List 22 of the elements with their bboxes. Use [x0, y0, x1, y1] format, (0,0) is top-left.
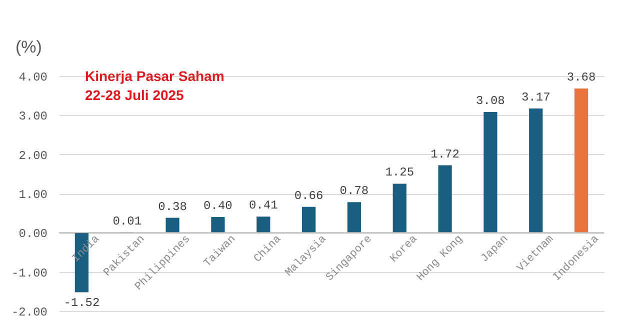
y-tick-label: 4.00 — [18, 70, 48, 84]
y-tick-label: -2.00 — [11, 306, 48, 320]
text: 22-28 Juli 2025 — [85, 87, 184, 103]
data-label: 0.01 — [112, 214, 142, 228]
y-axis-title: (%) — [16, 38, 42, 56]
data-label: 0.38 — [158, 200, 187, 214]
data-label: 3.17 — [521, 90, 550, 105]
y-tick-label: -1.00 — [11, 266, 48, 280]
data-label: 0.40 — [204, 199, 232, 213]
data-label: 0.66 — [294, 188, 324, 203]
y-tick-label: 0.00 — [18, 227, 48, 242]
data-label: 3.68 — [566, 70, 596, 85]
data-label: -1.52 — [64, 296, 100, 310]
y-tick-label: 1.00 — [18, 188, 48, 202]
data-label: 3.08 — [476, 94, 505, 108]
data-label: 1.72 — [430, 147, 460, 162]
y-tick-label: 2.00 — [18, 148, 48, 163]
data-label: 0.78 — [340, 184, 369, 198]
data-label: 0.41 — [248, 198, 278, 213]
data-label: 1.25 — [385, 166, 414, 180]
y-tick-label: 3.00 — [18, 110, 48, 124]
text: Kinerja Pasar Saham — [85, 68, 224, 84]
